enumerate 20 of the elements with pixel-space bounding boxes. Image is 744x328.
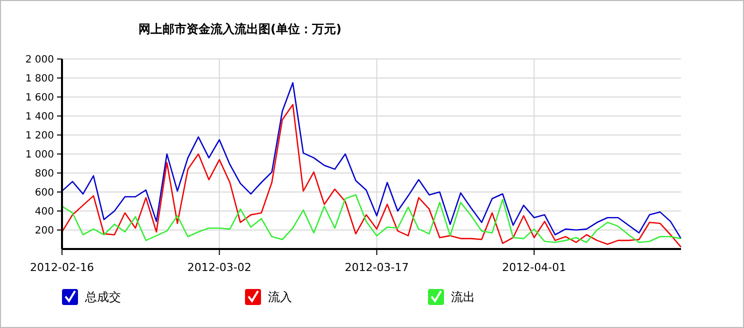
chart-title: 网上邮市资金流入流出图(单位：万元) [138, 22, 342, 36]
legend-label: 总成交 [84, 290, 121, 304]
y-tick-label: 1 400 [25, 112, 54, 122]
x-tick-label: 2012-04-01 [502, 261, 566, 274]
y-tick-label: 600 [34, 188, 54, 198]
legend-label: 流入 [268, 290, 292, 304]
y-tick-label: 800 [34, 168, 54, 180]
y-tick-label: 2 000 [25, 54, 54, 66]
y-tick-label: 1 800 [25, 74, 54, 84]
y-tick-label: 200 [34, 226, 54, 236]
legend-label: 流出 [451, 290, 475, 304]
x-tick-label: 2012-03-02 [187, 261, 252, 274]
y-tick-label: 1 000 [25, 150, 54, 160]
line-series [61, 194, 682, 243]
x-tick-label: 2012-02-16 [30, 261, 94, 274]
y-tick-label: 400 [34, 206, 54, 218]
x-tick-label: 2012-03-17 [344, 261, 409, 274]
y-tick-label: 1 600 [25, 92, 54, 104]
y-tick-label: 1 200 [25, 130, 54, 142]
line-series [61, 82, 682, 240]
